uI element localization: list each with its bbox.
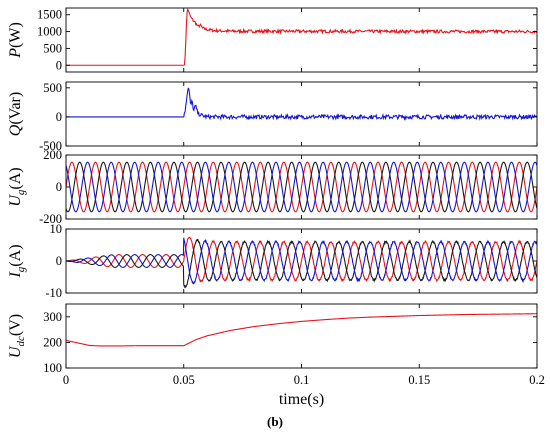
y-tick-label: -200 — [39, 212, 62, 226]
x-tick-label: 0.1 — [294, 373, 310, 387]
figure-caption: (b) — [267, 414, 283, 429]
chart-panel-1: 0 500 1000 1500 P(W) — [7, 7, 538, 73]
y-tick-label: 1000 — [37, 25, 62, 39]
y-tick-label: 500 — [43, 81, 62, 95]
label-unit: (A) — [7, 167, 24, 189]
y-tick-label: -500 — [39, 139, 62, 153]
y-tick-label: 300 — [43, 310, 62, 324]
label-unit: (Var) — [7, 92, 24, 125]
x-tick-label: 0 — [63, 373, 69, 387]
series-line-3 — [66, 237, 537, 285]
y-tick-label: 100 — [43, 361, 62, 375]
y-tick-label: 1500 — [37, 8, 62, 22]
label-main: U — [7, 194, 24, 207]
label-subscript: g — [15, 189, 27, 195]
y-tick-label: -10 — [45, 286, 62, 300]
series-line-1 — [66, 87, 537, 121]
label-subscript: g — [15, 266, 27, 272]
series-line-3 — [66, 161, 537, 213]
label-unit: (V) — [7, 314, 24, 336]
y-axis-label: Ig(A) — [7, 244, 27, 278]
label-main: U — [7, 345, 24, 358]
label-main: P — [7, 48, 24, 59]
label-main: I — [7, 272, 24, 279]
y-tick-label: 0 — [56, 254, 62, 268]
x-tick-label: 0.2 — [529, 373, 545, 387]
series-line-2 — [66, 238, 537, 289]
plot-area — [66, 8, 537, 66]
plot-frame — [65, 81, 538, 147]
chart-panel-4: -10 0 10 Ig(A) — [7, 222, 538, 300]
label-unit: (W) — [7, 22, 24, 48]
label-unit: (A) — [7, 244, 24, 266]
series-line-1 — [66, 313, 537, 347]
chart-panel-3: -200 0 200 Ug(A) — [7, 148, 538, 226]
plot-area — [66, 236, 537, 289]
plot-area — [66, 313, 537, 347]
y-tick-label: 200 — [43, 148, 62, 162]
y-tick-label: 0 — [56, 110, 62, 124]
y-tick-label: 0 — [56, 58, 62, 72]
chart-panel-5: 100 200 300 0 0.05 0.1 0.15 0.2 Udc(V) time(s) — [7, 303, 545, 408]
plot-area — [66, 87, 537, 121]
plot-frame — [65, 7, 538, 73]
plot-area — [66, 161, 537, 213]
series-line-1 — [66, 8, 537, 66]
x-tick-label: 0.15 — [408, 373, 430, 387]
y-tick-label: 0 — [56, 180, 62, 194]
y-tick-label: 10 — [50, 222, 63, 236]
chart-panel-2: -500 0 500 Q(Var) — [7, 81, 538, 153]
y-tick-label: 200 — [43, 335, 62, 349]
x-axis-label: time(s) — [279, 391, 324, 408]
series-line-1 — [66, 236, 537, 283]
plot-frame — [65, 303, 538, 369]
x-tick-label: 0.05 — [173, 373, 195, 387]
y-axis-label: Ug(A) — [7, 167, 27, 206]
label-main: Q — [7, 124, 24, 136]
y-axis-label: Q(Var) — [7, 92, 24, 136]
series-line-1 — [66, 161, 537, 213]
label-subscript: dc — [15, 336, 27, 347]
y-axis-label: P(W) — [7, 22, 24, 59]
series-line-2 — [66, 161, 537, 213]
y-tick-label: 500 — [43, 41, 62, 55]
y-axis-label: Udc(V) — [7, 314, 27, 358]
